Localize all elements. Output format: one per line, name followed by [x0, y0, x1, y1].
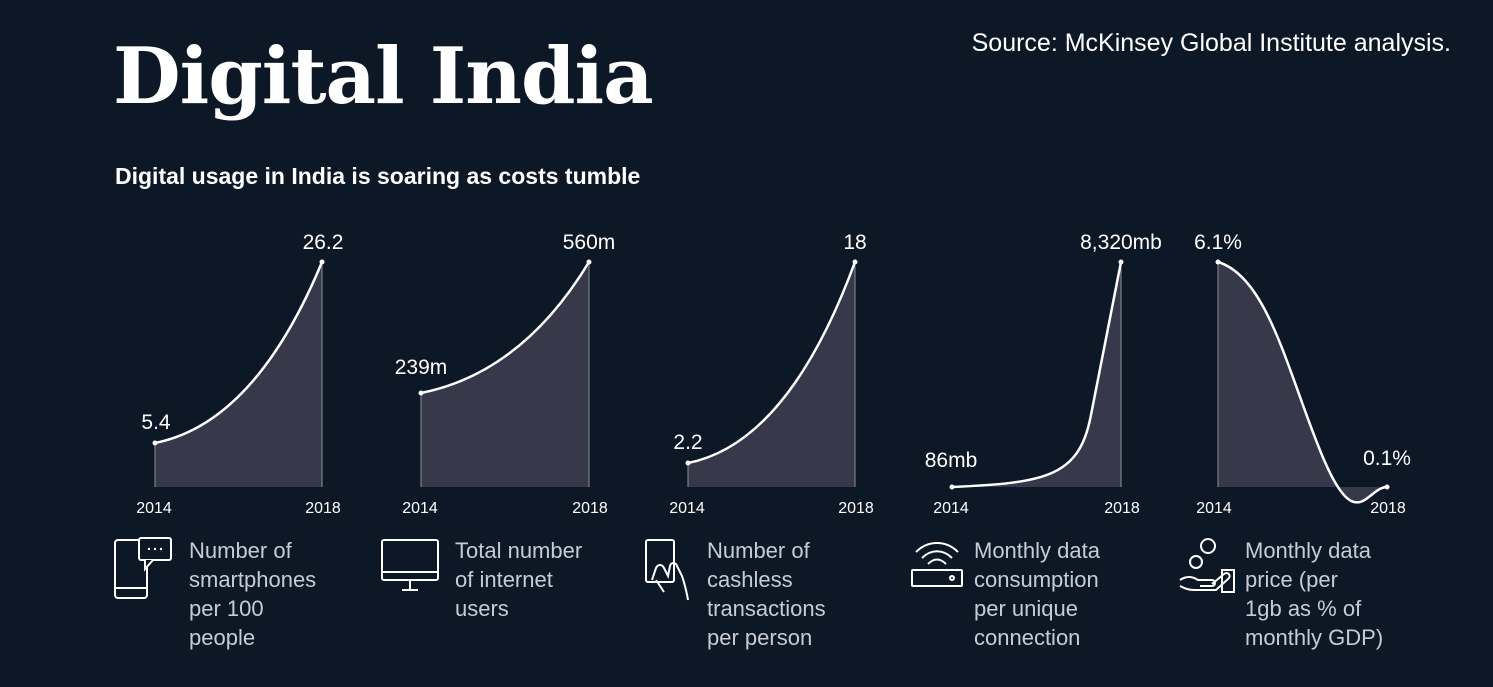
x-tick-label: 2018 [838, 500, 874, 517]
data-point-2018 [1118, 259, 1124, 265]
data-label-2018: 8,320mb [1080, 231, 1162, 254]
x-tick-label: 2018 [1370, 500, 1406, 517]
panel-label: Monthly data price (per 1gb as % of mont… [1245, 538, 1384, 650]
area-fill [421, 262, 589, 487]
data-point-2014 [1215, 259, 1221, 265]
data-point-2018 [852, 259, 858, 265]
hand-card-icon [644, 536, 696, 604]
panel-label: Monthly data consumption per unique conn… [974, 538, 1100, 650]
data-label-2014: 239m [395, 356, 448, 379]
series-line [1217, 260, 1388, 504]
x-tick-label: 2018 [1104, 500, 1140, 517]
data-point-2014 [418, 390, 424, 396]
x-tick-label: 2014 [669, 500, 705, 517]
area-fill [952, 262, 1121, 487]
x-tick-label: 2018 [305, 500, 341, 517]
data-point-2014 [152, 440, 158, 446]
data-label-2014: 2.2 [673, 431, 702, 454]
monitor-icon [380, 536, 442, 596]
smartphone-chat-icon [113, 536, 175, 602]
data-label-2014: 5.4 [141, 411, 171, 434]
page-subtitle: Digital usage in India is soaring as cos… [115, 163, 641, 189]
x-tick-label: 2014 [933, 500, 969, 517]
hand-coins-icon [1178, 536, 1238, 596]
data-point-2018 [319, 259, 325, 265]
data-point-2018 [1384, 484, 1390, 490]
data-label-2014: 86mb [925, 449, 978, 472]
data-label-2018: 0.1% [1363, 447, 1411, 470]
data-label-2018: 560m [563, 231, 616, 254]
series-line [420, 261, 591, 395]
x-tick-label: 2014 [1196, 500, 1232, 517]
panel-label: Number of cashless transactions per pers… [707, 538, 826, 650]
area-fill [688, 262, 855, 487]
data-point-2018 [586, 259, 592, 265]
series-line [154, 261, 324, 445]
x-tick-label: 2014 [136, 500, 172, 517]
series-line [687, 261, 857, 465]
x-tick-label: 2014 [402, 500, 438, 517]
data-label-2018: 18 [843, 231, 866, 254]
source-note: Source: McKinsey Global Institute analys… [971, 29, 1451, 57]
series-line [951, 261, 1123, 489]
wifi-router-icon [910, 536, 966, 592]
panel-label: Total number of internet users [455, 538, 583, 621]
page-title: Digital India [113, 31, 654, 122]
area-fill [1218, 262, 1387, 503]
area-fill [155, 262, 322, 487]
data-point-2014 [949, 484, 955, 490]
panel-label: Number of smartphones per 100 people [189, 538, 317, 650]
data-label-2014: 6.1% [1194, 231, 1242, 254]
data-point-2014 [685, 460, 691, 466]
data-label-2018: 26.2 [303, 231, 344, 254]
x-tick-label: 2018 [572, 500, 608, 517]
